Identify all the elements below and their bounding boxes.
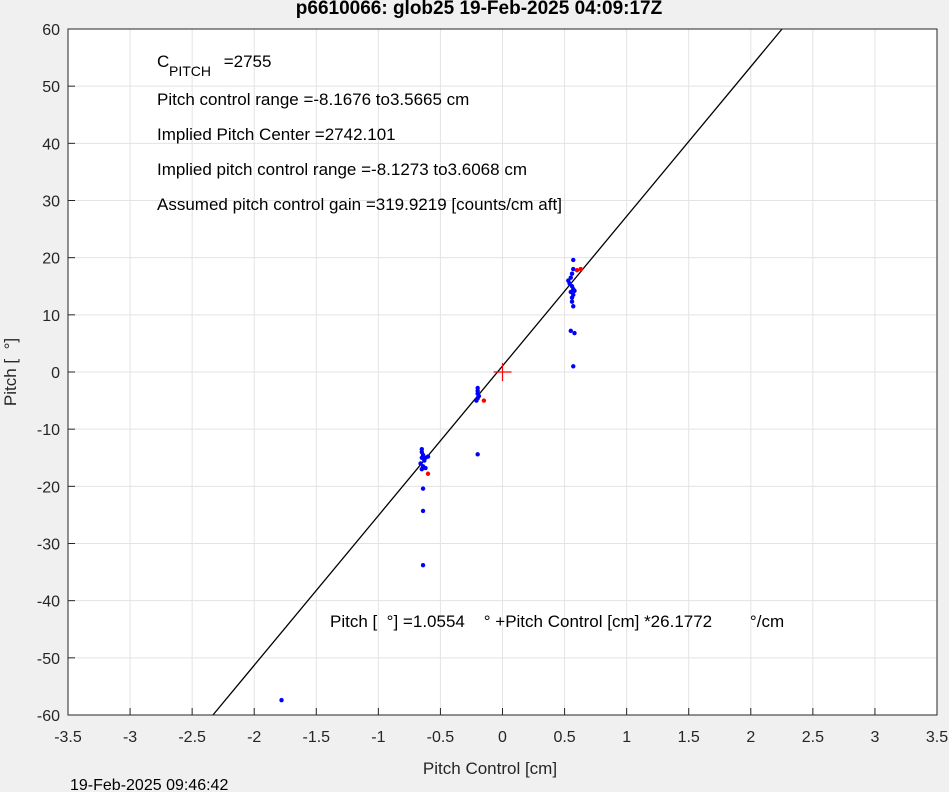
- data-point: [279, 697, 284, 703]
- data-point: [571, 364, 576, 369]
- timestamp: 19-Feb-2025 09:46:42: [70, 777, 228, 792]
- cpitch-value: =2755: [219, 52, 271, 71]
- data-point: [474, 398, 479, 403]
- x-tick-label: -1.5: [302, 729, 330, 746]
- data-point: [420, 486, 426, 491]
- x-tick-label: 2.5: [802, 729, 824, 746]
- y-axis-label: Pitch [ °]: [1, 338, 20, 406]
- marks: [212, 28, 783, 716]
- x-tick-label: 1: [622, 729, 631, 746]
- x-tick-label: -3.5: [54, 729, 82, 746]
- x-tick-label: 1.5: [678, 729, 700, 746]
- y-tick-label: -60: [37, 708, 60, 725]
- data-point: [568, 289, 573, 295]
- x-tick-label: 0.5: [553, 729, 575, 746]
- data-point: [423, 465, 428, 471]
- y-tick-label: 0: [51, 365, 60, 382]
- y-tick-label: 30: [42, 194, 60, 211]
- data-point: [569, 271, 575, 276]
- data-point: [420, 508, 426, 514]
- data-point: [419, 455, 425, 460]
- x-tick-label: -2.5: [178, 729, 206, 746]
- center-marker: [493, 363, 512, 381]
- chart-title: p6610066: glob25 19-Feb-2025 04:09:17Z: [296, 0, 663, 19]
- x-tick-label: 2: [746, 729, 755, 746]
- data-point: [578, 266, 583, 272]
- data-point: [475, 452, 480, 457]
- y-tick-label: 60: [42, 22, 60, 39]
- data-point: [572, 330, 577, 336]
- data-point: [569, 295, 575, 300]
- annotation: Implied Pitch Center =2742.101: [157, 125, 396, 144]
- data-point: [567, 281, 572, 286]
- data-point: [571, 266, 576, 272]
- y-tick-label: 50: [42, 79, 60, 96]
- x-tick-label: 0: [498, 729, 507, 746]
- x-tick-label: -1: [371, 729, 385, 746]
- data-point: [425, 471, 431, 476]
- cpitch-subscript: PITCH: [169, 63, 211, 79]
- data-point: [420, 563, 426, 568]
- x-tick-label: 3: [870, 729, 879, 746]
- x-tick-label: 3.5: [926, 729, 948, 746]
- equation: Pitch [ °] =1.0554 ° +Pitch Control [cm]…: [330, 612, 784, 631]
- data-point: [418, 461, 423, 466]
- data-point: [572, 288, 577, 294]
- data-point: [574, 268, 580, 273]
- data-point: [568, 275, 573, 280]
- data-point: [419, 466, 425, 472]
- annotation: Implied pitch control range =-8.1273 to3…: [157, 160, 527, 179]
- data-point: [568, 328, 573, 334]
- y-tick-label: -50: [37, 651, 60, 668]
- y-tick-label: 20: [42, 251, 60, 268]
- y-tick-label: -20: [37, 479, 60, 496]
- y-tick-label: -40: [37, 594, 60, 611]
- y-tick-label: 40: [42, 136, 60, 153]
- y-tick-label: -10: [37, 422, 60, 439]
- annotation: Assumed pitch control gain =319.9219 [co…: [157, 195, 562, 214]
- annotation: Pitch control range =-8.1676 to3.5665 cm: [157, 90, 469, 109]
- x-tick-label: -2: [247, 729, 261, 746]
- x-axis-label: Pitch Control [cm]: [423, 759, 557, 778]
- data-point: [569, 299, 575, 304]
- x-tick-label: -3: [123, 729, 137, 746]
- data-point: [481, 398, 487, 403]
- data-point: [571, 304, 576, 309]
- x-tick-label: -0.5: [427, 729, 455, 746]
- y-tick-label: 10: [42, 308, 60, 325]
- cpitch-symbol: C: [157, 52, 169, 71]
- y-tick-label: -30: [37, 537, 60, 554]
- data-point: [571, 257, 576, 263]
- data-point: [425, 454, 431, 459]
